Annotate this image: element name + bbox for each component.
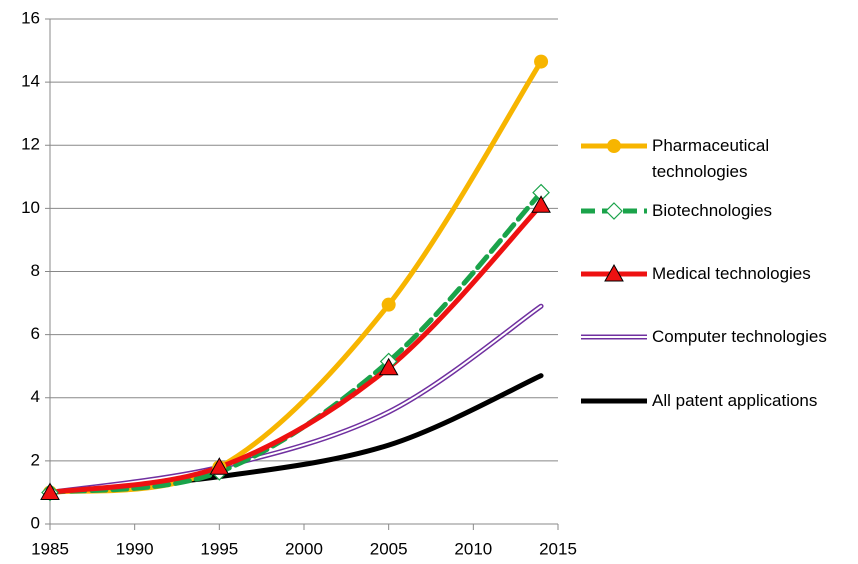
y-tick-label: 16 [21, 8, 40, 27]
legend-swatch [581, 334, 647, 340]
y-tick-label: 12 [21, 135, 40, 154]
y-tick-label: 0 [31, 513, 40, 532]
y-tick-label: 8 [31, 261, 40, 280]
marker [40, 482, 60, 500]
series-line [47, 202, 544, 495]
legend-item: Computer technologies [578, 324, 857, 350]
x-tick-label: 2010 [454, 539, 492, 558]
marker [531, 195, 551, 213]
x-tick-label: 1995 [200, 539, 238, 558]
legend-swatch [581, 139, 647, 153]
x-tick-label: 2005 [370, 539, 408, 558]
legend-item: Biotechnologies [578, 198, 857, 224]
x-tick-label: 2000 [285, 539, 323, 558]
marker [378, 357, 399, 376]
legend-label: All patent applications [652, 391, 818, 410]
legend-swatch [581, 398, 647, 404]
y-tick-label: 4 [31, 387, 40, 406]
marker [209, 457, 230, 475]
y-tick-label: 2 [31, 450, 40, 469]
series-line [49, 305, 543, 494]
x-tick-label: 1990 [116, 539, 154, 558]
marker [605, 202, 623, 220]
legend-label: Computer technologies [652, 327, 827, 346]
legend-label: Medical technologies [652, 264, 811, 283]
legend-swatch [581, 202, 647, 220]
legend-label: Biotechnologies [652, 201, 773, 220]
marker [607, 139, 621, 153]
marker [534, 54, 549, 69]
x-tick-label: 1985 [31, 539, 69, 558]
legend-label: Pharmaceutical technologies [652, 136, 770, 181]
x-tick-label: 2015 [539, 539, 577, 558]
legend-swatch [581, 263, 647, 282]
marker [604, 263, 624, 282]
y-tick-label: 10 [21, 198, 40, 217]
y-tick-label: 14 [21, 72, 40, 91]
legend-item: Medical technologies [578, 261, 857, 287]
marker [381, 297, 396, 312]
legend-item: All patent applications [578, 388, 857, 414]
legend-item: Pharmaceutical technologies [578, 133, 857, 185]
y-tick-label: 6 [31, 324, 40, 343]
